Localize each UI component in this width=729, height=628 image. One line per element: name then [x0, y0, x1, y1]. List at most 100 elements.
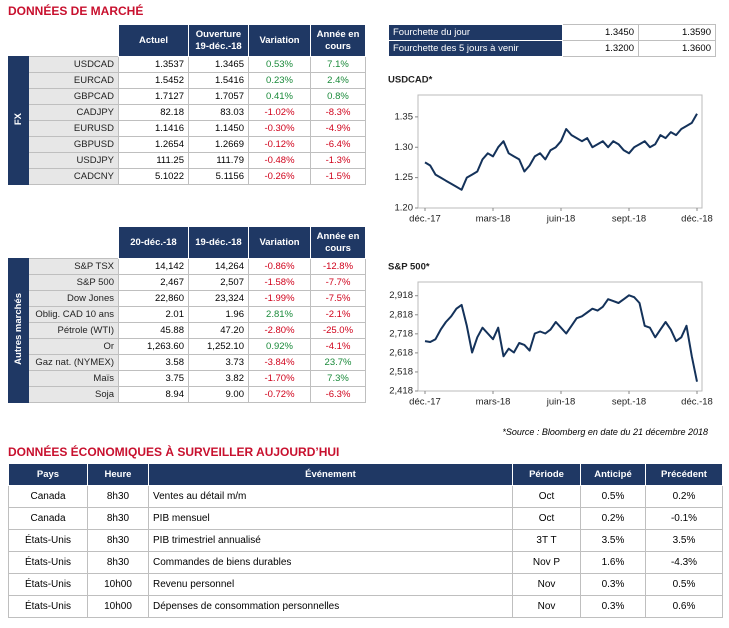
cell: -1.70% [248, 370, 311, 387]
cell: PIB trimestriel annualisé [148, 529, 513, 552]
row-label: CADCNY [28, 168, 119, 185]
side-label: FX [13, 112, 24, 126]
column-header: Ouverture 19-déc.-18 [188, 24, 249, 57]
cell: 7.1% [310, 56, 366, 73]
cell: 45.88 [118, 322, 189, 339]
data-row: Fourchette des 5 jours à venir 1.3200 1.36… [388, 40, 716, 57]
cell: 1.1416 [118, 120, 189, 137]
cell: 0.6% [645, 595, 723, 618]
cell: 14,142 [118, 258, 189, 275]
x-tick-label: juin-18 [546, 397, 576, 408]
cell: États-Unis [8, 551, 88, 574]
y-tick-label: 1.35 [395, 111, 414, 122]
cell: 22,860 [118, 290, 189, 307]
source-note: *Source : Bloomberg en date du 21 décemb… [502, 427, 708, 437]
cell: 1,263.60 [118, 338, 189, 355]
side-label: Autres marchés [13, 293, 24, 365]
row-label: Pétrole (WTI) [28, 322, 119, 339]
header-row: Pays Heure Événement Période Anticipé Précéde… [8, 463, 723, 486]
cell: 1.96 [188, 306, 249, 323]
cell: -2.80% [248, 322, 311, 339]
cell: -1.5% [310, 168, 366, 185]
chart-title: S&P 500* [388, 262, 430, 273]
x-tick-label: déc.-17 [409, 214, 441, 225]
row-label: Gaz nat. (NYMEX) [28, 354, 119, 371]
side-cell: Autres marchés [8, 258, 29, 403]
cell: 1.3590 [638, 24, 716, 41]
row-label: EURCAD [28, 72, 119, 89]
data-row: CADJPY 82.18 83.03 -1.02% -8.3% [9, 104, 366, 121]
column-header: Variation [248, 226, 311, 259]
data-row: Autres marchés S&P TSX 14,142 14,264 -0.86% -… [8, 258, 366, 403]
table-body: Actuel Ouverture 19-déc.-18 Variation Année… [8, 24, 366, 185]
cell: 1.7127 [118, 88, 189, 105]
cell: -0.1% [645, 507, 723, 530]
cell: 14,264 [188, 258, 249, 275]
cell: 8h30 [87, 551, 149, 574]
cell: 1.1450 [188, 120, 249, 137]
data-row: GBPCAD 1.7127 1.7057 0.41% 0.8% [9, 88, 366, 105]
data-row: Dow Jones 22,860 23,324 -1.99% -7.5% [9, 290, 366, 307]
cell: -4.3% [645, 551, 723, 574]
column-header: Actuel [118, 24, 189, 57]
data-row: Gaz nat. (NYMEX) 3.58 3.73 -3.84% 23.7% [9, 354, 366, 371]
cell: États-Unis [8, 595, 88, 618]
row-label: Maïs [28, 370, 119, 387]
cell: -3.84% [248, 354, 311, 371]
x-tick-label: déc.-18 [681, 214, 713, 225]
cell: Canada [8, 507, 88, 530]
cell: 47.20 [188, 322, 249, 339]
column-header: Anticipé [580, 463, 646, 486]
cell: 2,467 [118, 274, 189, 291]
cell: 0.23% [248, 72, 311, 89]
cell: -8.3% [310, 104, 366, 121]
cell: 1.2669 [188, 136, 249, 153]
cell: États-Unis [8, 573, 88, 596]
other-markets-table: 20-déc.-18 19-déc.-18 Variation Année en co… [8, 226, 366, 403]
cell: 1.7057 [188, 88, 249, 105]
cell: 8.94 [118, 386, 189, 403]
cell: 0.53% [248, 56, 311, 73]
row-label: Fourchette des 5 jours à venir [388, 40, 563, 57]
cell: -1.58% [248, 274, 311, 291]
row-label: Or [28, 338, 119, 355]
cell: Oct [512, 485, 581, 508]
chart-title: USDCAD* [388, 75, 433, 86]
cell: 0.2% [580, 507, 646, 530]
cell: Oct [512, 507, 581, 530]
table-body: Fourchette du jour 1.3450 1.3590 Fourchette… [388, 24, 716, 57]
data-row: FX USDCAD 1.3537 1.3465 0.53% 7.1% [8, 56, 366, 185]
row-label: S&P 500 [28, 274, 119, 291]
cell: 1.3537 [118, 56, 189, 73]
cell: -0.12% [248, 136, 311, 153]
economic-table: Pays Heure Événement Période Anticipé Précéde… [8, 463, 723, 618]
column-header: 19-déc.-18 [188, 226, 249, 259]
data-row: Oblig. CAD 10 ans 2.01 1.96 2.81% -2.1% [9, 306, 366, 323]
column-header: Précédent [645, 463, 723, 486]
line [424, 294, 698, 382]
cell: 1.3600 [638, 40, 716, 57]
row-label: Fourchette du jour [388, 24, 563, 41]
row-label: EURUSD [28, 120, 119, 137]
column-header: Variation [248, 24, 311, 57]
data-row: USDJPY 111.25 111.79 -0.48% -1.3% [9, 152, 366, 169]
cell: 3.58 [118, 354, 189, 371]
cell: 0.5% [580, 485, 646, 508]
data-row: États-Unis 10h00 Revenu personnel Nov 0.3% 0.… [8, 573, 723, 596]
data-row: CADCNY 5.1022 5.1156 -0.26% -1.5% [9, 168, 366, 185]
cell: 5.1022 [118, 168, 189, 185]
cell: -1.99% [248, 290, 311, 307]
cell: 82.18 [118, 104, 189, 121]
x-tick-label: mars-18 [476, 214, 511, 225]
cell: -1.02% [248, 104, 311, 121]
header-blank [9, 227, 119, 259]
y-tick-label: 2,718 [389, 328, 413, 339]
table-body: Pays Heure Événement Période Anticipé Précéde… [8, 463, 723, 618]
cell: Revenu personnel [148, 573, 513, 596]
y-tick-label: 1.25 [395, 172, 414, 183]
cell: Nov [512, 573, 581, 596]
data-row: États-Unis 8h30 Commandes de biens durable… [8, 551, 723, 574]
y-tick-label: 2,618 [389, 347, 413, 358]
cell: -1.3% [310, 152, 366, 169]
cell: -7.7% [310, 274, 366, 291]
